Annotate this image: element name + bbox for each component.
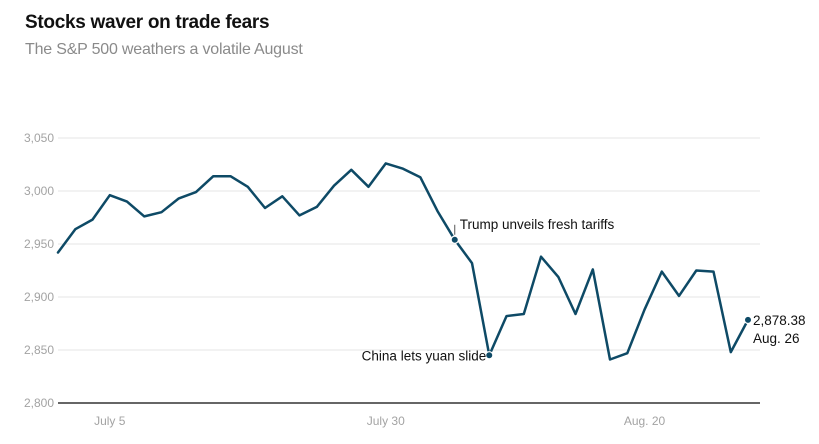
last-date-label: Aug. 26 [753, 331, 800, 346]
y-tick-label: 2,950 [24, 237, 54, 251]
y-tick-label: 3,050 [24, 131, 54, 145]
annotation-yuan: China lets yuan slide [362, 348, 487, 363]
x-tick-label: Aug. 20 [624, 414, 666, 428]
y-axis-ticks: 2,800 2,850 2,900 2,950 3,000 3,050 [24, 131, 54, 410]
chart-subtitle: The S&P 500 weathers a volatile August [25, 41, 303, 58]
last-value-label: 2,878.38 [753, 313, 806, 328]
annotations: Trump unveils fresh tariffs China lets yu… [362, 217, 806, 364]
x-tick-label: July 30 [367, 414, 405, 428]
grid-lines [58, 137, 760, 351]
x-tick-label: July 5 [94, 414, 126, 428]
x-axis-ticks: July 5 July 30 Aug. 20 [94, 414, 665, 428]
y-tick-label: 3,000 [24, 184, 54, 198]
chart-title: Stocks waver on trade fears [25, 12, 270, 33]
last-value-point [743, 315, 753, 325]
annotation-tariffs: Trump unveils fresh tariffs [460, 217, 615, 232]
y-tick-label: 2,850 [24, 343, 54, 357]
annotation-point-yuan [485, 351, 494, 360]
sp500-series-line [56, 162, 750, 361]
annotation-point-tariffs [450, 235, 459, 244]
y-tick-label: 2,900 [24, 290, 54, 304]
y-tick-label: 2,800 [24, 396, 54, 410]
